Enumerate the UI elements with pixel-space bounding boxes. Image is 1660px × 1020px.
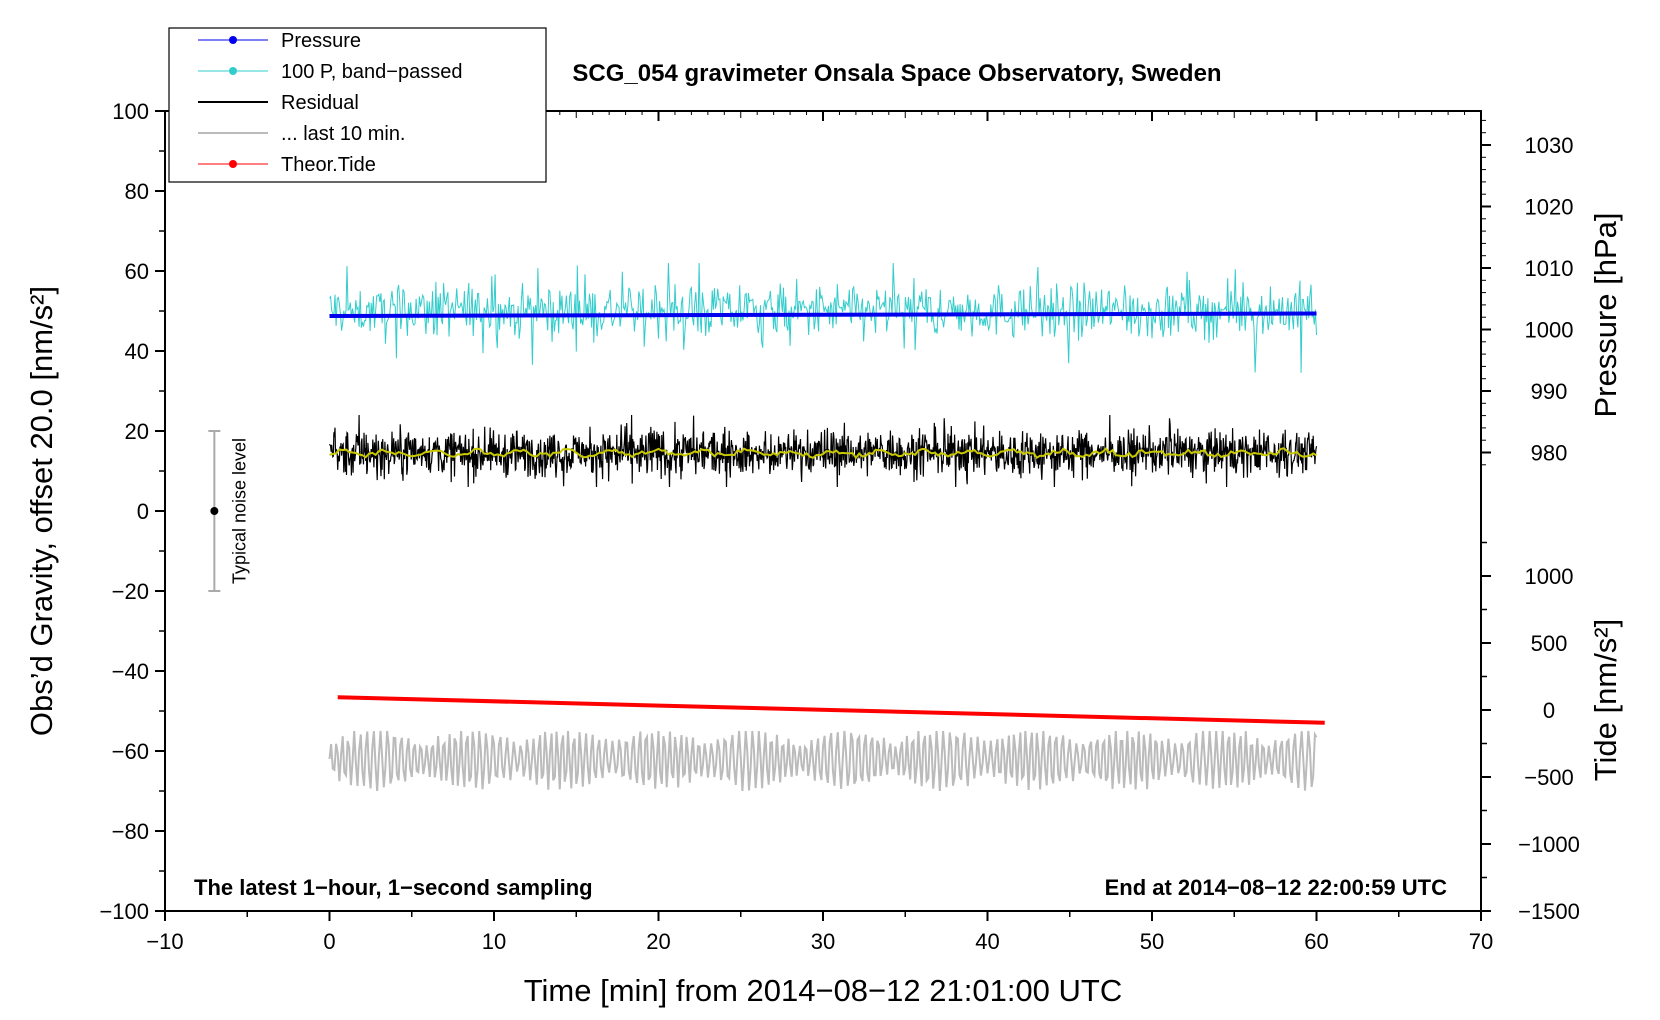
plot-frame	[164, 110, 1482, 912]
x-tick-label: 50	[1140, 929, 1164, 954]
y-tick-label: 100	[112, 99, 149, 124]
series-pressure	[329, 311, 1317, 318]
y-tick-label: 0	[137, 499, 149, 524]
legend-label: ... last 10 min.	[281, 123, 406, 145]
y-tick-label: 60	[125, 259, 149, 284]
x-tick-label: −10	[146, 929, 183, 954]
pressure-tick-label: 1000	[1525, 318, 1574, 343]
y-axis-label-pressure: Pressure [hPa]	[1588, 212, 1623, 417]
legend: Pressure 100 P, band−passed Residual ... la…	[168, 27, 547, 183]
legend-swatch-dot	[229, 160, 237, 168]
x-tick-label: 40	[975, 929, 999, 954]
tide-tick-label: 0	[1543, 698, 1555, 723]
y-tick-label: −40	[112, 659, 149, 684]
x-tick-label: 30	[811, 929, 835, 954]
tide-tick-label: −1000	[1518, 832, 1580, 857]
y-tick-label: −60	[112, 739, 149, 764]
x-tick-label: 20	[646, 929, 670, 954]
x-tick-label: 60	[1304, 929, 1328, 954]
pressure-tick-label: 990	[1531, 379, 1568, 404]
series-residual	[328, 414, 1318, 488]
legend-swatch-dot	[229, 36, 237, 44]
y-tick-label: −80	[112, 819, 149, 844]
tide-tick-label: −500	[1524, 765, 1574, 790]
y-axis-label-left: Obs’d Gravity, offset 20.0 [nm/s²]	[24, 286, 59, 736]
pressure-tick-label: 980	[1531, 441, 1568, 466]
legend-label: Residual	[281, 92, 359, 114]
y-axis-label-tide: Tide [nm/s²]	[1588, 619, 1623, 782]
tide-tick-label: 500	[1531, 631, 1568, 656]
annotation-end-time: End at 2014−08−12 22:00:59 UTC	[1105, 875, 1448, 900]
noise-center-dot	[210, 507, 219, 515]
legend-label: Pressure	[281, 30, 361, 52]
x-tick-label: 0	[323, 929, 335, 954]
y-tick-label: −20	[112, 579, 149, 604]
pressure-tick-label: 1010	[1525, 256, 1574, 281]
x-tick-label: 10	[482, 929, 506, 954]
tide-tick-label: 1000	[1525, 564, 1574, 589]
chart-title: SCG_054 gravimeter Onsala Space Observat…	[572, 60, 1221, 87]
legend-items: Pressure 100 P, band−passed Residual ... la…	[198, 30, 462, 176]
y-tick-label: −100	[99, 899, 149, 924]
pressure-tick-label: 1020	[1525, 195, 1574, 220]
series-bandpassed	[329, 262, 1317, 373]
x-axis-label: Time [min] from 2014−08−12 21:01:00 UTC	[524, 973, 1123, 1008]
legend-swatch-dot	[229, 67, 237, 75]
series-last10	[328, 730, 1318, 792]
y-tick-label: 20	[125, 419, 149, 444]
series-residual-smooth	[329, 447, 1318, 460]
pressure-tick-label: 1030	[1525, 133, 1574, 158]
legend-box	[168, 27, 547, 183]
legend-label: 100 P, band−passed	[281, 61, 462, 83]
x-tick-label: 70	[1469, 929, 1493, 954]
y-tick-label: 40	[125, 339, 149, 364]
y-tick-label: 80	[125, 179, 149, 204]
noise-level-label: Typical noise level	[229, 438, 249, 584]
noise-level-marker: Typical noise level	[208, 430, 249, 592]
series-tide	[337, 695, 1325, 725]
tide-tick-label: −1500	[1518, 899, 1580, 924]
ticks-layer: −10 0 10 20 30 40 50 60 70−100−80−60−40−20020406…	[99, 99, 1579, 954]
legend-label: Theor.Tide	[281, 154, 376, 176]
annotation-sampling: The latest 1−hour, 1−second sampling	[194, 875, 593, 900]
